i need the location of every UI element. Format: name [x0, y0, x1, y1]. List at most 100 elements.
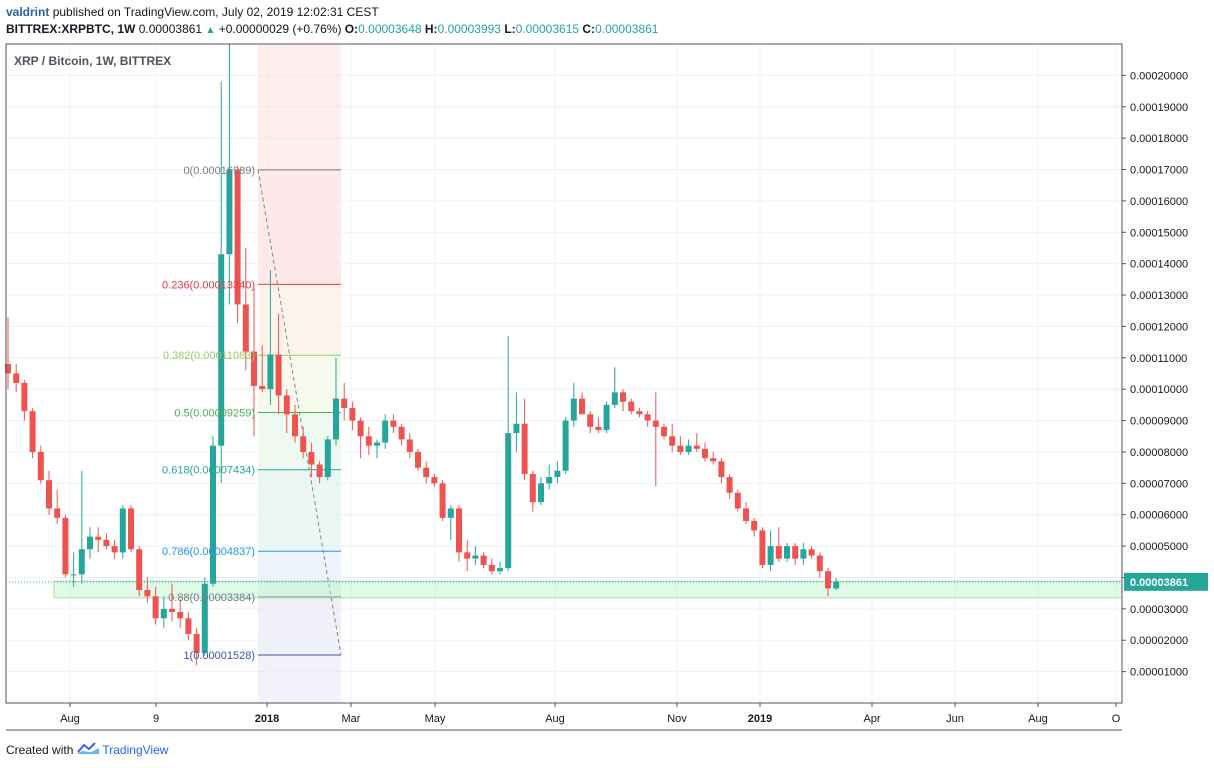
candle-body [70, 574, 77, 576]
candle-body [210, 445, 216, 584]
candle [554, 461, 561, 484]
candle [324, 436, 331, 481]
candle-body [119, 508, 126, 553]
candle [529, 470, 536, 512]
candle-body [62, 517, 69, 575]
candle [636, 408, 643, 418]
candle [677, 436, 684, 456]
y-tick-label: 0.00013000 [1130, 290, 1188, 302]
candle-body [415, 451, 421, 468]
fib-retracement[interactable] [257, 45, 342, 703]
chart-title: XRP / Bitcoin, 1W, BITTREX [14, 54, 171, 68]
x-tick-label: May [425, 713, 446, 725]
candle-body [398, 426, 405, 440]
candle-body [644, 414, 651, 421]
candle [734, 489, 741, 512]
candle [423, 461, 430, 484]
candle [718, 458, 725, 484]
candle-body [78, 549, 85, 575]
candle-body [825, 571, 831, 589]
author-name[interactable]: valdrint [6, 5, 50, 19]
candle-body [759, 530, 766, 565]
candle [431, 473, 438, 487]
candle-body [365, 436, 372, 446]
candle [152, 586, 159, 625]
candle-body [382, 420, 389, 443]
candle [644, 411, 651, 427]
candle [275, 313, 282, 415]
candle [251, 288, 257, 437]
close-value: 0.00003861 [595, 22, 659, 36]
y-tick-label: 0.00005000 [1130, 541, 1188, 553]
y-tick-label: 0.00009000 [1130, 416, 1188, 428]
candle [808, 546, 815, 559]
candle-body [226, 169, 233, 255]
low-label: L: [504, 22, 516, 36]
candle-body [620, 392, 626, 402]
price-change: +0.00000029 (+0.76%) [218, 22, 342, 36]
candle-body [103, 539, 110, 547]
candle-body [521, 423, 528, 474]
last-price-tag [1124, 572, 1208, 591]
candle [341, 382, 348, 421]
candle-body [833, 581, 840, 589]
candle-body [800, 549, 807, 559]
x-tick-label: O [1112, 713, 1121, 725]
candle-body [201, 583, 208, 653]
candle-body [603, 404, 610, 430]
candle-body [767, 546, 774, 565]
candle-body [87, 536, 93, 550]
candle-body [546, 477, 553, 484]
candle-body [128, 508, 134, 550]
candle [210, 436, 216, 587]
fib-level-label: 0.618(0.00007434) [162, 465, 255, 477]
candle-body [505, 433, 512, 569]
candle-body [349, 408, 356, 421]
y-tick-label: 0.00014000 [1130, 259, 1188, 271]
candle [406, 433, 413, 459]
candle-body [54, 508, 61, 518]
candle [144, 577, 151, 603]
candle-body [193, 633, 200, 653]
y-tick-label: 0.00008000 [1130, 447, 1188, 459]
x-tick-label: Jun [946, 713, 964, 725]
candle-body [341, 398, 348, 409]
candle-body [685, 445, 692, 452]
candle-body [751, 520, 758, 531]
support-zone[interactable] [6, 580, 1123, 599]
candle [374, 439, 380, 459]
candle-body [259, 386, 266, 390]
candle-body [292, 414, 298, 437]
fib-level-label: 0.382(0.00011083) [163, 350, 255, 362]
candle [833, 577, 840, 591]
candle [628, 398, 635, 415]
candle [751, 517, 758, 537]
candle-body [177, 611, 184, 619]
candle-body [423, 467, 430, 478]
candle-body [283, 395, 290, 415]
y-tick-label: 0.00012000 [1130, 321, 1188, 333]
price-chart[interactable]: 0(0.00016989) 0.236(0.00013340) 0.382(0.00… [0, 0, 1214, 740]
y-tick-label: 0.00001000 [1130, 667, 1188, 679]
y-tick-label: 0.00019000 [1130, 102, 1188, 114]
candle [456, 505, 462, 562]
fib-level-label: 0(0.00016989) [183, 165, 255, 177]
candle [259, 345, 266, 393]
candle [316, 461, 323, 484]
candle-body [652, 420, 659, 427]
candle [103, 533, 110, 550]
symbol-label: BITTREX:XRPBTC, 1W [6, 22, 136, 36]
candle-body [792, 546, 799, 559]
candle [357, 417, 364, 459]
candle [685, 439, 692, 456]
candle-body [669, 436, 676, 446]
candle [349, 401, 356, 430]
tradingview-brand-link[interactable]: TradingView [102, 742, 169, 757]
candle [595, 417, 602, 434]
candle [267, 269, 274, 405]
fib-band-top [258, 45, 341, 170]
candle [472, 546, 479, 565]
candle [497, 561, 503, 575]
candle [587, 411, 594, 434]
candle-body [554, 470, 561, 478]
